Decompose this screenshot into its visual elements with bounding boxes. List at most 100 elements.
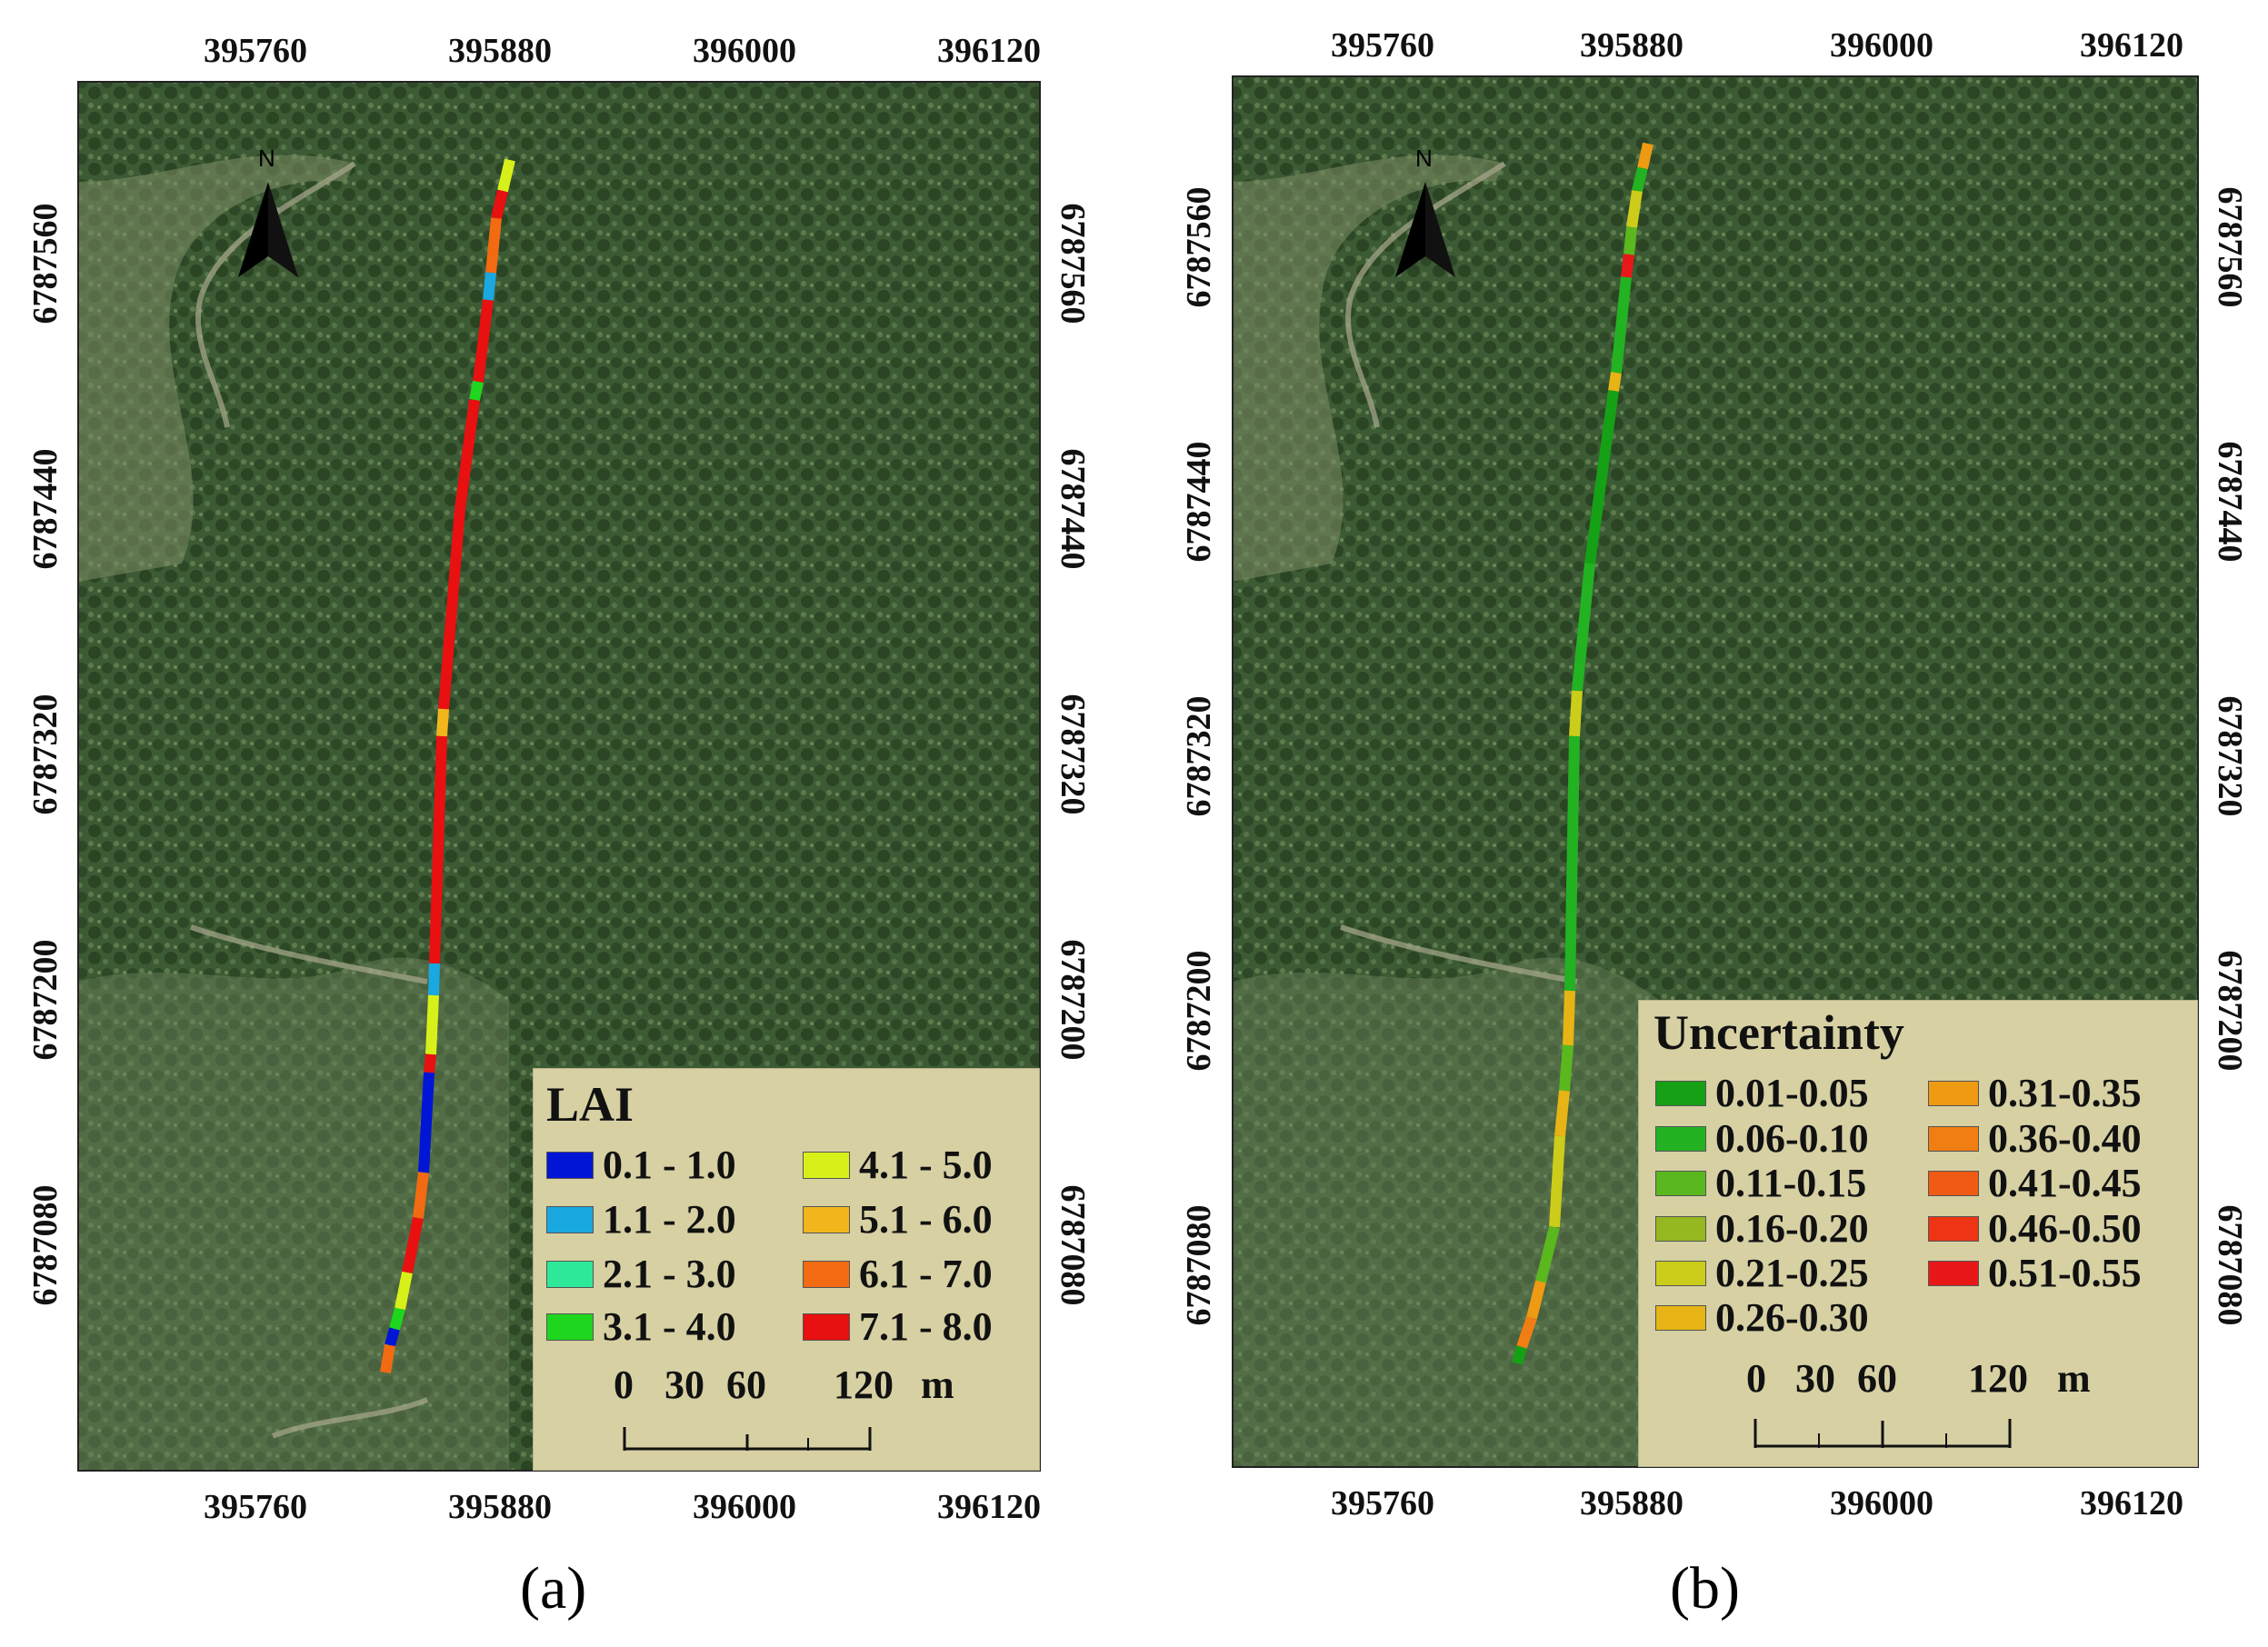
legend-swatch — [803, 1151, 850, 1179]
y-tick-label: 6787200 — [1054, 940, 1092, 1061]
transect-segment — [413, 1172, 429, 1219]
scale-bar-line — [1753, 1419, 2012, 1448]
lai-transect — [380, 158, 515, 1373]
legend-item: 2.1 - 3.0 — [546, 1251, 736, 1297]
transect-segment — [491, 189, 508, 220]
legend-item: 4.1 - 5.0 — [803, 1142, 993, 1188]
uncertainty-transect — [1512, 142, 1654, 1365]
scale-label: 60 — [1857, 1356, 1897, 1401]
transect-segment — [380, 1344, 395, 1373]
legend-swatch — [803, 1260, 850, 1288]
transect-segment — [473, 299, 494, 383]
transect-segment — [1564, 735, 1580, 992]
y-tick-label: 6787200 — [26, 940, 65, 1061]
transect-segment — [418, 1072, 435, 1173]
legend-title: LAI — [546, 1077, 634, 1132]
legend-swatch — [1928, 1125, 1979, 1152]
legend-item: 0.46-0.50 — [1928, 1205, 2142, 1252]
transect-segment — [1569, 690, 1583, 737]
transect-segment — [1608, 372, 1622, 392]
transect-segment — [1559, 1044, 1574, 1092]
transect-segment — [469, 380, 484, 402]
legend-item: 0.31-0.35 — [1928, 1070, 2142, 1116]
transect-segment — [1624, 226, 1637, 255]
clearing — [1233, 957, 1659, 1467]
lai-legend: LAI 0.1 - 1.0 1.1 - 2.0 2.1 - 3.0 3.1 - … — [533, 1068, 1040, 1471]
legend-item: 0.16-0.20 — [1655, 1205, 1869, 1252]
legend-swatch — [1655, 1170, 1706, 1196]
y-tick-label: 6787320 — [26, 694, 65, 815]
legend-item: 0.06-0.10 — [1655, 1115, 1869, 1162]
legend-swatch — [1928, 1170, 1979, 1196]
forest-road — [1340, 924, 1578, 984]
legend-swatch — [1928, 1215, 1979, 1242]
transect-segment — [1526, 1280, 1546, 1320]
y-tick-label: 6787080 — [1180, 1205, 1218, 1326]
y-tick-label: 6787320 — [2211, 696, 2249, 817]
forest-road — [195, 161, 356, 428]
transect-segment — [1554, 1090, 1570, 1137]
legend-swatch — [546, 1313, 594, 1341]
legend-swatch — [803, 1313, 850, 1341]
transect-segment — [455, 399, 480, 510]
scale-label: 120 — [834, 1363, 894, 1407]
transect-segment — [1563, 990, 1575, 1046]
x-tick-label: 395880 — [1580, 1484, 1684, 1522]
legend-item: 3.1 - 4.0 — [546, 1303, 736, 1350]
legend-swatch — [1655, 1215, 1706, 1242]
legend-item: 0.11-0.15 — [1655, 1160, 1866, 1206]
transect-segment — [485, 217, 502, 274]
transect-segment — [1572, 563, 1595, 692]
legend-item: 0.26-0.30 — [1655, 1294, 1869, 1341]
y-tick-label: 6787560 — [26, 204, 65, 324]
legend-item: 0.41-0.45 — [1928, 1160, 2142, 1206]
forest-road — [271, 1397, 429, 1439]
transect-segment — [1584, 390, 1619, 564]
y-tick-label: 6787560 — [2211, 187, 2249, 308]
transect-segment — [1611, 276, 1632, 374]
forest-road — [190, 924, 428, 984]
panel-a: N 395760 395880 396000 396120 395760 395… — [0, 0, 1127, 1647]
legend-item: 0.21-0.25 — [1655, 1250, 1869, 1296]
legend-item: 1.1 - 2.0 — [546, 1196, 736, 1243]
transect-segment — [402, 1216, 424, 1274]
caption-b: (b) — [1670, 1555, 1740, 1622]
x-tick-label: 396120 — [937, 1488, 1041, 1526]
transect-segment — [385, 1327, 400, 1347]
y-tick-label: 6787080 — [2211, 1205, 2249, 1326]
x-tick-label: 396120 — [2080, 26, 2183, 65]
north-label: N — [1415, 145, 1433, 172]
x-tick-label: 396120 — [937, 32, 1041, 70]
transect-segment — [425, 994, 439, 1055]
scale-label: 30 — [1795, 1356, 1835, 1401]
legend-swatch — [546, 1205, 594, 1233]
x-tick-label: 396000 — [693, 32, 796, 70]
transect-segment — [1637, 142, 1654, 170]
transect-segment — [429, 735, 447, 964]
legend-swatch — [803, 1205, 850, 1233]
y-tick-label: 6787440 — [26, 449, 65, 570]
clearing — [78, 155, 355, 583]
scale-label: 0 — [1746, 1356, 1766, 1401]
panel-b: N 395760 395880 396000 396120 395760 395… — [1141, 0, 2268, 1647]
caption-a: (a) — [520, 1555, 587, 1622]
x-tick-label: 396000 — [1830, 1484, 1933, 1522]
transect-segment — [436, 708, 449, 737]
legend-swatch — [1655, 1125, 1706, 1152]
transect-segment — [389, 1307, 405, 1331]
transect-segment — [483, 272, 496, 301]
x-tick-label: 396000 — [693, 1488, 796, 1526]
transect-segment — [395, 1271, 413, 1311]
legend-swatch — [1928, 1260, 1979, 1286]
x-tick-label: 395760 — [204, 32, 307, 70]
legend-item: 0.51-0.55 — [1928, 1250, 2142, 1296]
y-tick-label: 6787560 — [1180, 187, 1218, 308]
north-label: N — [258, 145, 275, 172]
legend-item: 6.1 - 7.0 — [803, 1251, 993, 1297]
legend-swatch — [1655, 1304, 1706, 1331]
legend-title: Uncertainty — [1654, 1005, 1904, 1060]
legend-item: 5.1 - 6.0 — [803, 1196, 993, 1243]
x-tick-label: 395880 — [448, 1488, 552, 1526]
x-tick-label: 395760 — [1331, 26, 1434, 65]
scale-label: m — [921, 1363, 954, 1407]
